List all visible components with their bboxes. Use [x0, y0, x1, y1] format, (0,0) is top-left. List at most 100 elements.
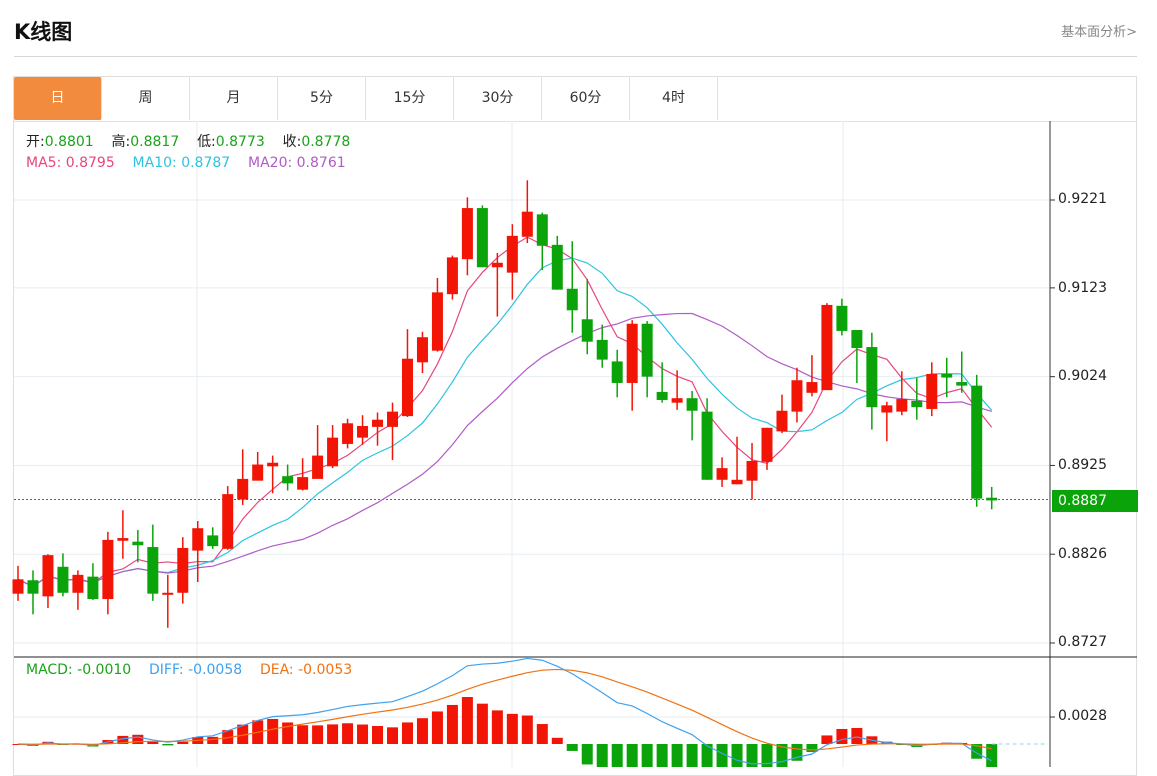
candle-down: [866, 347, 878, 408]
candle-up: [731, 479, 743, 485]
candle-up: [416, 337, 428, 363]
candle-up: [297, 477, 309, 490]
candle-down: [851, 330, 863, 348]
candle-up: [626, 323, 638, 383]
candle-down: [551, 244, 563, 290]
macd-bar: [821, 735, 833, 744]
macd-bar: [506, 713, 518, 744]
tab-month[interactable]: 月: [190, 77, 278, 120]
macd-tick: 0.0028: [1058, 708, 1107, 724]
price-tick: 0.8826: [1058, 546, 1107, 562]
macd-bar: [716, 744, 728, 767]
candle-up: [746, 460, 758, 481]
candle-down: [686, 398, 698, 411]
candle-down: [986, 497, 998, 501]
candle-down: [941, 373, 953, 378]
candle-up: [926, 373, 938, 409]
candle-up: [387, 411, 398, 427]
candle-up: [327, 437, 339, 467]
macd-bar: [611, 744, 623, 767]
candle-down: [536, 214, 548, 246]
tab-15min[interactable]: 15分: [366, 77, 454, 120]
candle-down: [656, 391, 668, 400]
candle-down: [87, 576, 99, 600]
candle-up: [806, 382, 818, 393]
candle-up: [716, 468, 728, 480]
price-tick: 0.8727: [1058, 634, 1107, 650]
tab-30min[interactable]: 30分: [454, 77, 542, 120]
candle-down: [836, 305, 848, 331]
macd-bar: [521, 715, 533, 744]
candle-up: [117, 538, 129, 541]
macd-bar: [851, 727, 863, 744]
candle-down: [282, 476, 294, 484]
period-tabs: 日 周 月 5分 15分 30分 60分 4时: [14, 77, 1136, 122]
ma5-value: 0.8795: [65, 155, 115, 171]
dea-value: -0.0053: [298, 662, 353, 678]
candle-down: [27, 580, 39, 594]
macd-bar: [536, 724, 548, 744]
macd-bar: [551, 737, 563, 744]
fundamental-analysis-link[interactable]: 基本面分析>: [1061, 25, 1137, 40]
page-title: K线图: [14, 20, 73, 44]
macd-bar: [836, 728, 848, 744]
macd-bar: [431, 711, 443, 744]
candle-down: [641, 323, 653, 377]
candle-down: [596, 339, 608, 360]
macd-bar: [626, 744, 638, 767]
tab-week[interactable]: 周: [102, 77, 190, 120]
candle-up: [896, 399, 908, 412]
macd-bar: [701, 744, 713, 767]
candle-down: [701, 411, 713, 480]
tab-5min[interactable]: 5分: [278, 77, 366, 120]
candle-up: [881, 405, 893, 413]
macd-bar: [237, 724, 249, 744]
low-value: 0.8773: [215, 134, 265, 150]
macd-bar: [761, 744, 773, 767]
high-label: 高:: [111, 134, 131, 150]
macd-bar: [986, 744, 998, 767]
close-label: 收:: [282, 134, 302, 150]
macd-bar: [566, 744, 578, 751]
macd-readout: MACD: -0.0010 DIFF: -0.0058 DEA: -0.0053: [26, 662, 352, 678]
candle-up: [461, 208, 473, 260]
tab-4hour[interactable]: 4时: [630, 77, 718, 120]
macd-bar: [491, 710, 503, 744]
candle-up: [102, 539, 114, 600]
candle-up: [372, 419, 384, 427]
macd-bar: [416, 718, 428, 744]
candle-up: [42, 555, 54, 597]
macd-bar: [791, 744, 803, 761]
candle-up: [401, 358, 413, 417]
price-tick: 0.8925: [1058, 457, 1107, 473]
candle-up: [342, 423, 354, 444]
candle-up: [252, 464, 264, 481]
macd-bar: [312, 725, 324, 744]
price-tick: 0.9221: [1058, 191, 1107, 207]
candle-down: [147, 547, 159, 594]
ma20-value: 0.8761: [296, 155, 346, 171]
ohlc-readout: 开:0.8801 高:0.8817 低:0.8773 收:0.8778: [26, 131, 350, 151]
macd-bar: [641, 744, 653, 767]
macd-value: -0.0010: [77, 662, 132, 678]
candle-down: [971, 385, 983, 499]
candle-down: [57, 566, 69, 593]
price-tick: 0.9024: [1058, 368, 1107, 384]
candle-up: [521, 211, 533, 237]
macd-bar: [117, 735, 129, 744]
macd-bar: [671, 744, 683, 767]
candle-down: [956, 382, 968, 386]
ma5-line: [17, 236, 993, 588]
candle-up: [491, 262, 503, 268]
candle-up: [192, 528, 204, 551]
tab-day[interactable]: 日: [14, 77, 102, 120]
header-divider: [14, 56, 1137, 57]
macd-bar: [147, 741, 159, 744]
ma-readout: MA5: 0.8795 MA10: 0.8787 MA20: 0.8761: [26, 155, 346, 171]
macd-bar: [656, 744, 668, 767]
candle-up: [776, 410, 788, 432]
macd-bar: [297, 725, 309, 744]
tab-60min[interactable]: 60分: [542, 77, 630, 120]
candle-up: [72, 574, 84, 593]
